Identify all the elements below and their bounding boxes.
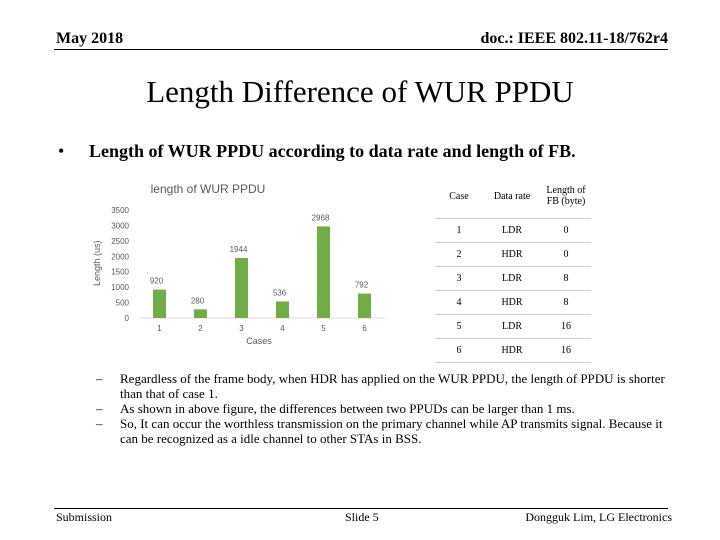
y-tick-label: 1000 [111,283,129,292]
header-divider [54,49,668,50]
data-label: 280 [191,296,205,305]
data-label: 1944 [230,245,248,254]
table-cell: 4 [435,290,483,315]
y-tick-label: 500 [116,299,130,308]
bar [276,301,289,318]
chart-svg: length of WUR PPDU 0 500 1000 1500 2000 2500 30… [111,182,385,346]
header-doc-id: doc.: IEEE 802.11-18/762r4 [480,30,668,47]
sub-bullet-list: – Regardless of the frame body, when HDR… [96,371,676,446]
table-row: 2 HDR 0 [435,242,591,267]
x-tick-label: 6 [362,324,367,333]
bar [153,289,166,318]
table-cell: 5 [435,314,483,339]
list-item: – Regardless of the frame body, when HDR… [96,371,676,401]
table-cell: LDR [483,266,541,291]
bar [235,258,248,318]
x-tick-label: 4 [280,324,285,333]
data-label: 536 [273,288,287,297]
y-tick-label: 2500 [111,237,129,246]
bullet-marker: • [58,141,65,161]
y-tick-label: 3500 [111,206,129,215]
bar-chart: length of WUR PPDU 0 500 1000 1500 2000 2500 30… [95,175,385,350]
data-label: 792 [355,281,369,290]
bullet-text: Length of WUR PPDU according to data rat… [89,141,576,161]
dash-marker: – [96,416,103,431]
y-tick-label: 2000 [111,252,129,261]
table-cell: 2 [435,242,483,267]
x-tick-label: 1 [157,324,162,333]
list-item-text: Regardless of the frame body, when HDR h… [120,371,665,401]
list-item: – So, It can occur the worthless transmi… [96,416,676,446]
table-cell: 16 [541,338,591,363]
table-header-fb-length: Length of FB (byte) [541,174,591,219]
data-label: 2968 [312,213,330,222]
table-header-row: Case Data rate Length of FB (byte) [435,174,591,219]
table-cell: 8 [541,266,591,291]
y-tick-label: 3000 [111,221,129,230]
dash-marker: – [96,371,103,386]
y-tick-label: 1500 [111,268,129,277]
x-tick-label: 5 [321,324,326,333]
table-cell: 16 [541,314,591,339]
table-cell: LDR [483,314,541,339]
data-label: 920 [150,277,164,286]
table-cell: 0 [541,218,591,243]
table-header-case: Case [435,174,483,219]
table-cell: 1 [435,218,483,243]
list-item-text: So, It can occur the worthless transmiss… [120,416,663,446]
table-row: 5 LDR 16 [435,314,591,339]
table-cell: HDR [483,242,541,267]
footer-slide-number: Slide 5 [345,510,379,524]
table-cell: HDR [483,338,541,363]
table-row: 1 LDR 0 [435,218,591,243]
table-row: 4 HDR 8 [435,290,591,315]
footer-divider [54,508,668,509]
x-tick-label: 3 [239,324,244,333]
list-item: – As shown in above figure, the differen… [96,401,676,416]
table-cell: 6 [435,338,483,363]
footer-author: Dongguk Lim, LG Electronics [525,510,672,524]
table-header-data-rate: Data rate [483,174,541,219]
table-row: 3 LDR 8 [435,266,591,291]
bar [317,226,330,318]
table-cell: 0 [541,242,591,267]
x-tick-label: 2 [198,324,203,333]
table-cell: HDR [483,290,541,315]
header-date: May 2018 [56,30,124,47]
y-axis-title-text: Length (us) [92,240,102,286]
dash-marker: – [96,401,103,416]
slide-title: Length Difference of WUR PPDU [146,74,574,109]
case-table: Case Data rate Length of FB (byte) 1 LDR… [435,174,591,363]
chart-title: length of WUR PPDU [151,182,266,196]
table-row: 6 HDR 16 [435,338,591,363]
x-axis-title: Cases [246,336,272,346]
y-axis-title: Length (us) [92,226,106,286]
bar [358,293,371,318]
list-item-text: As shown in above figure, the difference… [120,401,575,416]
table-cell: LDR [483,218,541,243]
bar [194,309,207,318]
table-cell: 8 [541,290,591,315]
footer-submission: Submission [56,510,113,524]
table-cell: 3 [435,266,483,291]
y-tick-label: 0 [125,314,130,323]
